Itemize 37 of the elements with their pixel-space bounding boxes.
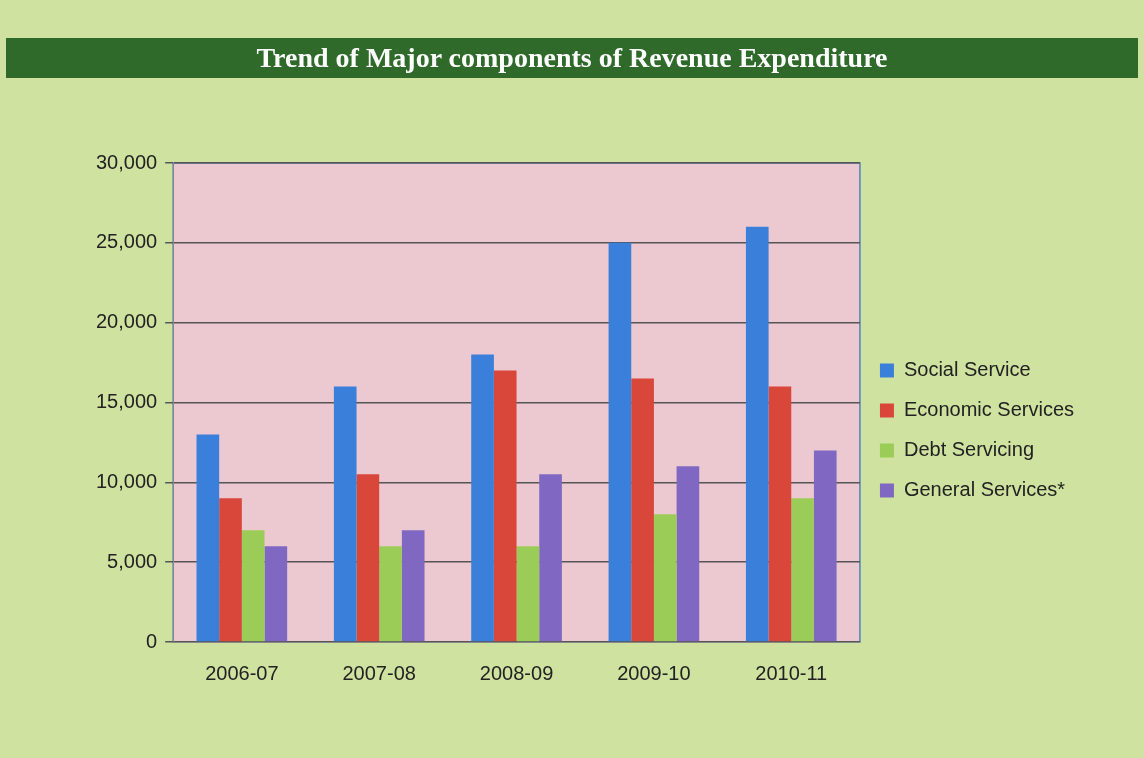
y-tick-label: 25,000 [96, 230, 158, 253]
y-tick-label: 20,000 [96, 310, 158, 333]
legend-label: General Services* [903, 478, 1066, 501]
bar [471, 354, 494, 642]
bar [379, 546, 402, 642]
legend-label: Debt Servicing [903, 438, 1034, 461]
bar [768, 386, 792, 642]
bar [745, 226, 769, 642]
y-tick-label: 5,000 [107, 549, 158, 572]
legend-label: Economic Services [903, 398, 1074, 421]
bar [493, 370, 517, 642]
y-tick-label: 15,000 [96, 390, 158, 413]
x-tick-label: 2006-07 [205, 661, 279, 684]
bar [608, 242, 632, 642]
x-tick-label: 2010-11 [755, 661, 828, 684]
x-tick-label: 2009-10 [617, 661, 691, 684]
y-tick-label: 30,000 [96, 150, 158, 173]
chart-title: Trend of Major components of Revenue Expenditure [6, 38, 1138, 78]
bar [401, 530, 425, 642]
bar [356, 474, 380, 642]
bar [653, 514, 677, 642]
bar [631, 378, 654, 642]
bar [219, 498, 242, 642]
bar [539, 474, 562, 642]
bar [516, 546, 540, 642]
bar [813, 450, 837, 642]
bar [676, 466, 700, 642]
legend-label: Social Service [903, 358, 1031, 381]
y-tick-label: 10,000 [96, 469, 158, 492]
bar [196, 434, 220, 642]
y-tick-label: 0 [146, 629, 158, 652]
x-tick-label: 2008-09 [479, 661, 554, 684]
bar [333, 386, 357, 642]
bar [791, 498, 814, 642]
bar [264, 546, 288, 642]
x-tick-label: 2007-08 [342, 661, 416, 684]
bar [241, 530, 265, 642]
